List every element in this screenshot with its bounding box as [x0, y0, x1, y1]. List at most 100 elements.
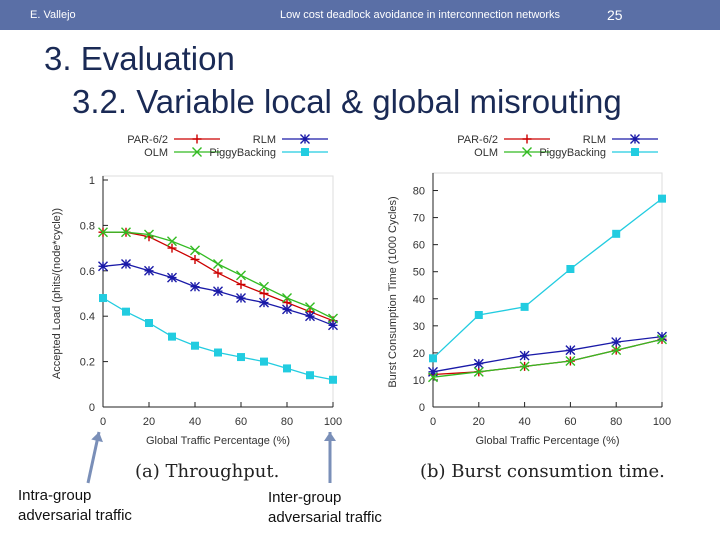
- throughput-legend-label: OLM: [144, 147, 168, 159]
- burst-series-line-piggybacking: [432, 198, 663, 359]
- throughput-point-piggybacking: [122, 307, 130, 316]
- throughput-point-olm: [144, 229, 154, 240]
- slide-header: E. Vallejo Low cost deadlock avoidance i…: [0, 0, 720, 30]
- throughput-point-olm: [167, 236, 177, 247]
- throughput-point-par-6-2: [190, 254, 200, 264]
- throughput-point-rlm: [259, 297, 269, 308]
- throughput-point-olm: [190, 245, 200, 256]
- annotation-intra-line1: Intra-group: [18, 487, 92, 504]
- throughput-xtick-label: 0: [100, 416, 106, 428]
- throughput-legend-marker: [192, 134, 202, 144]
- throughput-point-par-6-2: [259, 289, 269, 298]
- burst-point-piggybacking: [658, 194, 666, 203]
- throughput-point-par-6-2: [236, 279, 246, 289]
- burst-legend-marker: [631, 148, 639, 156]
- throughput-legend-label: RLM: [253, 134, 276, 146]
- burst-legend-marker: [522, 147, 532, 157]
- throughput-xtick-label: 60: [235, 416, 247, 428]
- page-number: 25: [607, 7, 623, 23]
- throughput-point-piggybacking: [191, 341, 199, 350]
- throughput-legend-label: PiggyBacking: [209, 147, 276, 159]
- burst-ytick-label: 20: [413, 348, 425, 360]
- burst-legend-label: RLM: [583, 134, 606, 146]
- header-title: Low cost deadlock avoidance in interconn…: [280, 9, 561, 21]
- burst-point-rlm: [428, 366, 438, 377]
- throughput-point-rlm: [305, 311, 315, 322]
- burst-point-olm: [473, 366, 484, 377]
- throughput-point-olm: [236, 270, 246, 281]
- throughput-point-piggybacking: [145, 319, 153, 328]
- throughput-point-piggybacking: [237, 353, 245, 362]
- throughput-point-olm: [121, 227, 131, 238]
- throughput-point-par-6-2: [213, 268, 223, 278]
- burst-xtick-label: 0: [430, 416, 436, 428]
- throughput-point-piggybacking: [329, 375, 337, 384]
- throughput-ytick-label: 0.6: [80, 266, 95, 278]
- burst-point-piggybacking: [520, 302, 529, 311]
- burst-legend-marker: [630, 134, 640, 144]
- throughput-xtick-label: 40: [189, 416, 201, 428]
- throughput-point-rlm: [328, 320, 338, 331]
- burst-point-olm: [519, 361, 530, 372]
- throughput-point-olm: [282, 293, 292, 304]
- throughput-xtick-label: 80: [281, 416, 293, 428]
- burst-point-piggybacking: [612, 229, 621, 238]
- throughput-ytick-label: 0.4: [80, 311, 95, 323]
- throughput-ylabel: Accepted Load (phits/(node*cycle)): [51, 208, 63, 379]
- burst-series-line-rlm: [432, 335, 663, 373]
- arrow-intra-group-head: [91, 432, 103, 443]
- burst-xtick-label: 40: [518, 416, 530, 428]
- throughput-legend-marker: [300, 134, 310, 144]
- burst-xtick-label: 100: [653, 416, 671, 428]
- throughput-point-olm: [259, 281, 269, 292]
- throughput-point-rlm: [144, 265, 154, 276]
- throughput-point-rlm: [190, 281, 200, 292]
- throughput-ytick-label: 0.8: [80, 220, 95, 232]
- throughput-ytick-label: 0.2: [80, 357, 95, 369]
- throughput-point-piggybacking: [306, 371, 314, 380]
- arrow-inter-group-head: [324, 432, 336, 441]
- burst-ytick-label: 0: [419, 402, 425, 414]
- throughput-ytick-label: 1: [89, 175, 95, 187]
- burst-point-olm: [611, 345, 622, 356]
- throughput-point-rlm: [236, 293, 246, 304]
- burst-ytick-label: 40: [413, 294, 425, 306]
- header-author: E. Vallejo: [30, 9, 76, 21]
- throughput-legend-label: PAR-6/2: [127, 134, 168, 146]
- burst-ytick-label: 80: [413, 186, 425, 198]
- burst-legend-label: PAR-6/2: [457, 134, 498, 146]
- burst-legend-label: OLM: [474, 147, 498, 159]
- throughput-series-line-piggybacking: [102, 297, 334, 381]
- throughput-legend-marker: [192, 147, 202, 157]
- throughput-point-olm: [98, 227, 108, 238]
- burst-ylabel: Burst Consumption Time (1000 Cycles): [387, 196, 399, 387]
- burst-ytick-label: 30: [413, 321, 425, 333]
- burst-ytick-label: 60: [413, 240, 425, 252]
- burst-point-rlm: [519, 350, 530, 361]
- burst-series-line-olm: [432, 338, 663, 378]
- throughput-point-piggybacking: [283, 364, 291, 373]
- burst-point-piggybacking: [566, 265, 575, 273]
- burst-point-rlm: [657, 331, 667, 342]
- throughput-point-piggybacking: [99, 294, 107, 303]
- throughput-point-rlm: [213, 286, 223, 297]
- annotation-inter-line2: adversarial traffic: [268, 509, 382, 526]
- throughput-xtick-label: 100: [324, 416, 342, 428]
- burst-ytick-label: 70: [413, 213, 425, 225]
- burst-point-olm: [565, 356, 576, 366]
- annotation-intra-group: Intra-group adversarial traffic: [18, 486, 132, 526]
- burst-xlabel: Global Traffic Percentage (%): [475, 435, 619, 447]
- throughput-point-rlm: [282, 304, 292, 315]
- slide-subtitle: 3.2. Variable local & global misrouting: [72, 83, 622, 120]
- burst-ytick-label: 10: [413, 375, 425, 387]
- throughput-xlabel: Global Traffic Percentage (%): [146, 435, 290, 447]
- burst-point-rlm: [473, 358, 484, 369]
- throughput-point-rlm: [98, 261, 108, 272]
- throughput-point-par-6-2: [167, 243, 177, 253]
- burst-point-olm: [657, 334, 667, 345]
- slide-title: 3. Evaluation: [44, 40, 235, 77]
- throughput-point-rlm: [167, 272, 177, 283]
- throughput-ytick-label: 0: [89, 402, 95, 414]
- throughput-point-piggybacking: [260, 357, 268, 366]
